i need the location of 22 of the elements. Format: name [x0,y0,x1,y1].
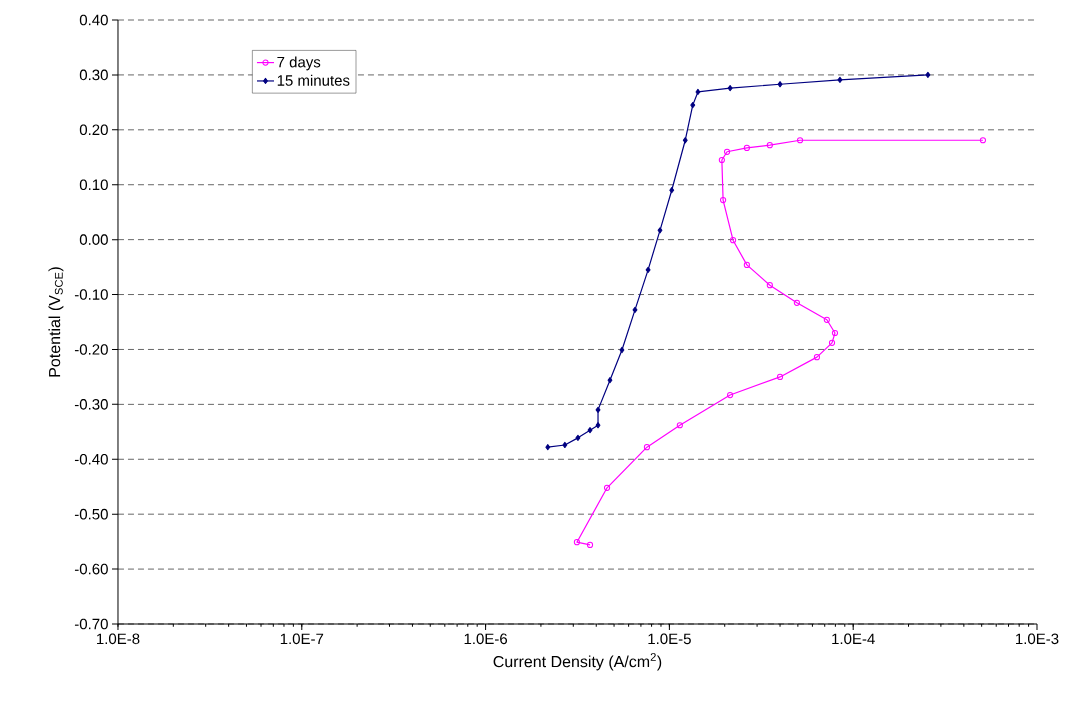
x-tick-label: 1.0E-6 [464,633,508,645]
x-tick-label: 1.0E-8 [97,633,140,645]
x-tick-label: 1.0E-4 [832,633,875,645]
y-tick-label: -0.20 [74,344,108,355]
y-tick-label: 0.30 [79,69,108,81]
x-tick-label: 1.0E-5 [648,633,691,645]
legend-label: 7 days [277,56,321,71]
y-tick-label: -0.10 [74,289,108,300]
legend-label: 15 minutes [277,74,350,86]
y-tick-label: 0.10 [79,179,108,191]
y-tick-label: 0.20 [79,124,108,136]
y-tick-label: -0.50 [74,508,108,520]
y-tick-label: 0.00 [79,234,108,245]
y-tick-label: -0.70 [74,618,108,630]
y-axis-title: Potential (V$_{SCE}$) [48,267,64,377]
x-tick-label: 1.0E-7 [280,633,324,645]
y-tick-label: 0.40 [79,14,108,26]
x-tick-label: 1.0E-3 [1016,633,1059,645]
y-tick-label: -0.30 [74,399,108,410]
y-tick-label: -0.40 [74,453,108,465]
y-tick-label: -0.60 [74,563,108,575]
x-axis-title: Current Density (A/cm$^{2}$) [493,653,662,671]
